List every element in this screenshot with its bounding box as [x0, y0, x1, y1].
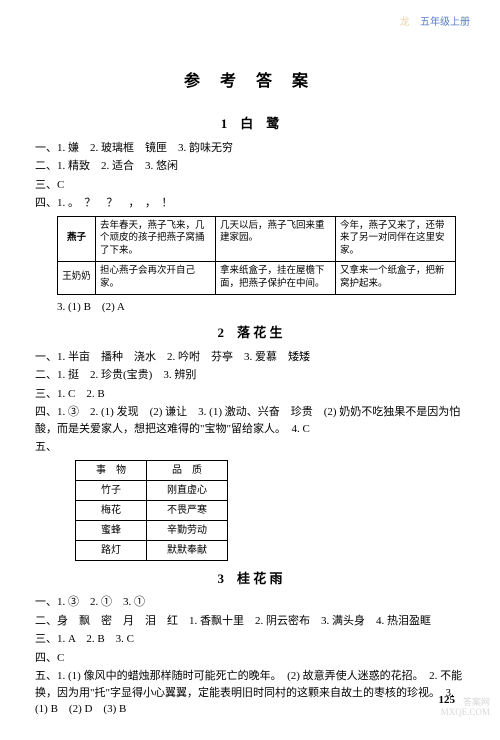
- answer-line: 五、: [35, 439, 465, 456]
- watermark: 答案网 MXQE.COM: [441, 698, 490, 718]
- table-cell: 辛勤劳动: [147, 520, 228, 540]
- grade-label: 五年级上册: [420, 17, 470, 28]
- page-header: 龙 五年级上册: [400, 15, 471, 30]
- table-cell: 去年春天，燕子飞来，几个顽皮的孩子把燕子窝捅了下来。: [96, 216, 216, 261]
- table-wrapper: 燕子 去年春天，燕子飞来，几个顽皮的孩子把燕子窝捅了下来。 几天以后，燕子飞回来…: [35, 216, 465, 295]
- answer-line: 3. (1) B (2) A: [35, 299, 465, 316]
- lesson1-title: 1 白 鹭: [35, 114, 465, 134]
- answer-line: 一、1. ③ 2. ① 3. ①: [35, 594, 465, 611]
- answer-line: 四、1. ③ 2. (1) 发现 (2) 谦让 3. (1) 激动、兴奋 珍贵 …: [35, 404, 465, 437]
- page-content: 参 考 答 案 1 白 鹭 一、1. 嫌 2. 玻璃框 镜匣 3. 韵味无穷 二…: [0, 0, 500, 740]
- answer-line: 二、1. 精致 2. 适合 3. 悠闲: [35, 158, 465, 175]
- answer-line: 一、1. 嫌 2. 玻璃框 镜匣 3. 韵味无穷: [35, 140, 465, 157]
- row-label: 燕子: [58, 216, 96, 261]
- table-cell: 又拿来一个纸盒子，把新窝护起来。: [336, 261, 456, 294]
- table-cell: 今年，燕子又来了，还带来了另一对同伴在这里安家。: [336, 216, 456, 261]
- header-faded: 龙: [400, 17, 410, 28]
- attribute-table: 事 物品 质 竹子刚直虚心 梅花不畏严寒 蜜蜂辛勤劳动 路灯默默奉献: [75, 460, 228, 561]
- table-cell: 竹子: [76, 480, 147, 500]
- table-header: 品 质: [147, 460, 228, 480]
- lesson3-title: 3 桂 花 雨: [35, 569, 465, 589]
- answer-line: 三、C: [35, 177, 465, 194]
- watermark-line: MXQE.COM: [441, 708, 490, 718]
- table-cell: 不畏严寒: [147, 500, 228, 520]
- table-cell: 梅花: [76, 500, 147, 520]
- table-cell: 刚直虚心: [147, 480, 228, 500]
- table-cell: 默默奉献: [147, 540, 228, 560]
- answer-line: 一、1. 半亩 播种 浇水 2. 吟咐 芬亭 3. 爱慕 矮矮: [35, 349, 465, 366]
- answer-line: 二、身 飘 密 月 泪 红 1. 香飘十里 2. 阴云密布 3. 满头身 4. …: [35, 613, 465, 630]
- row-label: 王奶奶: [58, 261, 96, 294]
- answer-line: 三、1. C 2. B: [35, 386, 465, 403]
- answer-line: 四、1. 。 ？ ？ ， ， ！: [35, 195, 465, 212]
- answer-line: 四、C: [35, 650, 465, 667]
- table-cell: 拿来纸盒子，挂在屋檐下面，把燕子保护在中间。: [216, 261, 336, 294]
- table-cell: 路灯: [76, 540, 147, 560]
- lesson2-title: 2 落 花 生: [35, 323, 465, 343]
- answer-line: 五、1. (1) 像风中的蜡烛那样随时可能死亡的晚年。 (2) 故意弄使人迷惑的…: [35, 668, 465, 718]
- table-cell: 担心燕子会再次开自己家。: [96, 261, 216, 294]
- answer-line: 三、1. A 2. B 3. C: [35, 631, 465, 648]
- table-cell: 蜜蜂: [76, 520, 147, 540]
- swallow-table: 燕子 去年春天，燕子飞来，几个顽皮的孩子把燕子窝捅了下来。 几天以后，燕子飞回来…: [57, 216, 456, 295]
- answer-line: 二、1. 挺 2. 珍贵(宝贵) 3. 辨别: [35, 367, 465, 384]
- main-title: 参 考 答 案: [35, 70, 465, 94]
- table-header: 事 物: [76, 460, 147, 480]
- table-cell: 几天以后，燕子飞回来重建家园。: [216, 216, 336, 261]
